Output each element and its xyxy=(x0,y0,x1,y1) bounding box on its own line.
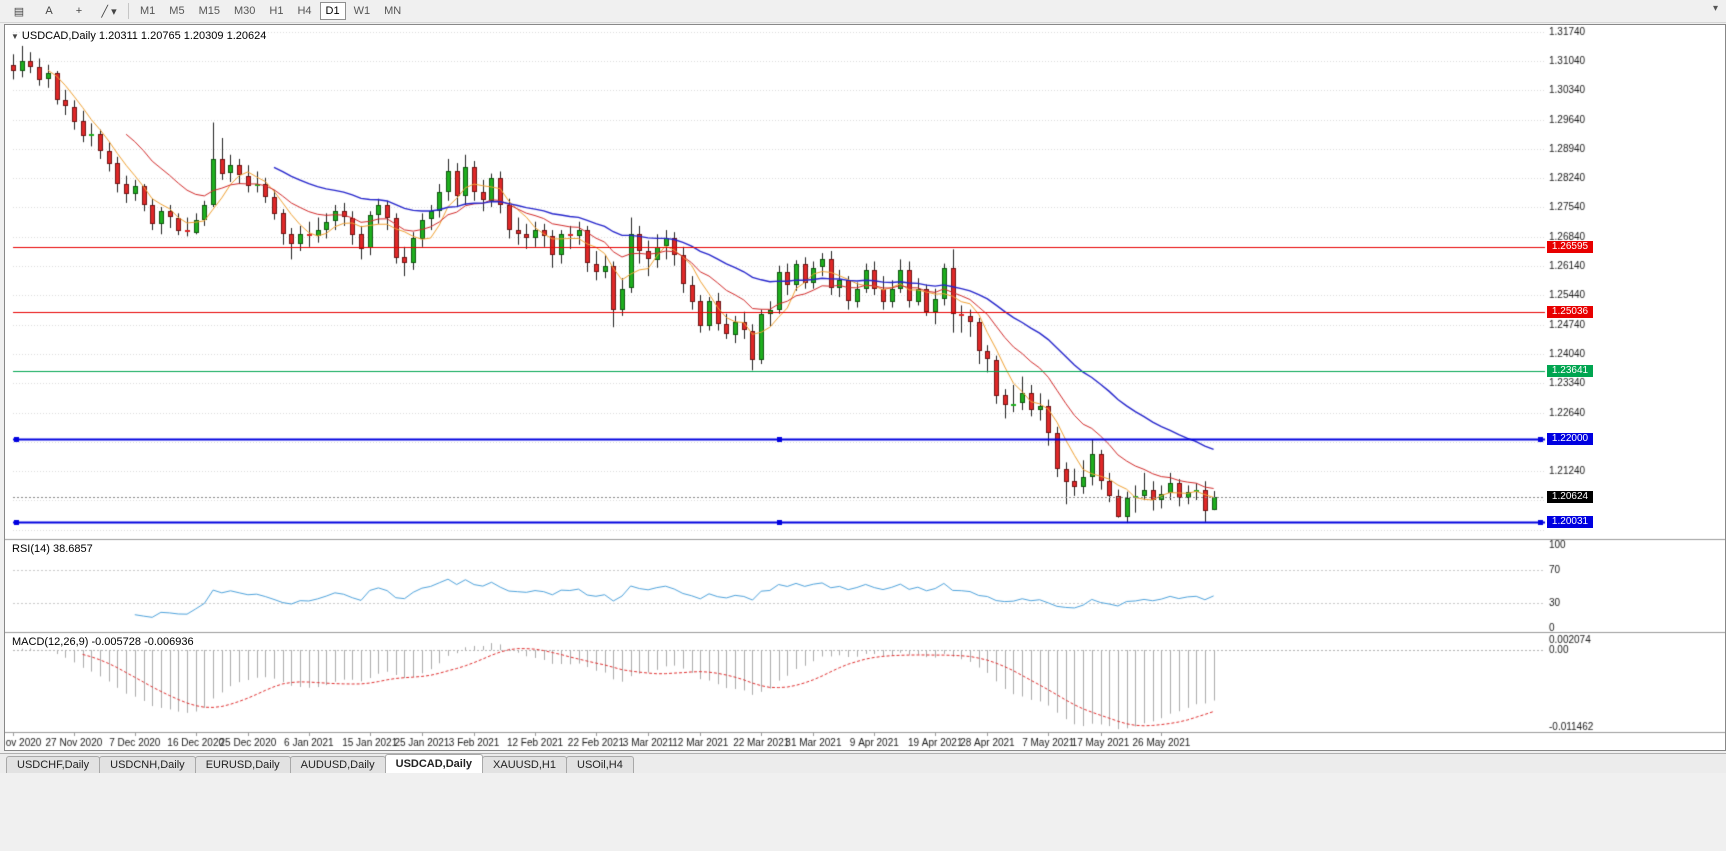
top-toolbar: ▤ A + ╱ ▾ M1 M5 M15 M30 H1 H4 D1 W1 MN ▾ xyxy=(0,0,1726,23)
toolbar-separator xyxy=(128,3,129,19)
chart-title: ▼ USDCAD,Daily 1.20311 1.20765 1.20309 1.… xyxy=(11,30,266,42)
timeframe-button-m15[interactable]: M15 xyxy=(198,5,220,17)
line-studies-button[interactable]: ╱ ▾ xyxy=(101,5,117,18)
crosshair-tool-button[interactable]: + xyxy=(75,5,83,17)
chart-menu-icon[interactable]: ▼ xyxy=(11,32,19,41)
chart-tab-usdcnh[interactable]: USDCNH,Daily xyxy=(99,756,196,773)
chart-title-text: USDCAD,Daily 1.20311 1.20765 1.20309 1.2… xyxy=(21,30,267,42)
timeframe-button-m1[interactable]: M1 xyxy=(140,5,156,17)
price-level-badge: 1.25036 xyxy=(1547,306,1593,318)
chart-tab-bar: USDCHF,Daily USDCNH,Daily EURUSD,Daily AUDU… xyxy=(0,753,1726,773)
timeframe-button-m5[interactable]: M5 xyxy=(169,5,185,17)
timeframe-button-d1[interactable]: D1 xyxy=(319,2,346,20)
price-chart-canvas[interactable] xyxy=(5,25,1725,750)
current-price-badge: 1.20624 xyxy=(1547,491,1593,503)
chart-windows-button[interactable]: ▤ xyxy=(13,5,25,18)
price-level-badge: 1.22000 xyxy=(1547,433,1593,445)
price-level-badge: 1.23641 xyxy=(1547,365,1593,377)
price-level-badge: 1.26595 xyxy=(1547,241,1593,253)
timeframe-button-mn[interactable]: MN xyxy=(384,5,402,17)
toolbar-tool-group: ▤ A + ╱ ▾ xyxy=(4,1,124,21)
price-level-badge: 1.20031 xyxy=(1547,516,1593,528)
chart-tab-audusd[interactable]: AUDUSD,Daily xyxy=(289,756,386,773)
chart-tab-usdchf[interactable]: USDCHF,Daily xyxy=(6,756,101,773)
macd-indicator-label: MACD(12,26,9) -0.005728 -0.006936 xyxy=(12,636,194,648)
rsi-indicator-label: RSI(14) 38.6857 xyxy=(12,543,93,555)
timeframe-button-m30[interactable]: M30 xyxy=(233,5,256,17)
timeframe-button-h4[interactable]: H4 xyxy=(297,5,312,17)
chart-tab-usoil[interactable]: USOil,H4 xyxy=(566,756,634,773)
toolbar-overflow-icon[interactable]: ▾ xyxy=(1712,3,1718,14)
timeframe-group: M1 M5 M15 M30 H1 H4 D1 W1 MN xyxy=(133,2,408,20)
timeframe-button-w1[interactable]: W1 xyxy=(353,5,371,17)
chart-tab-xauusd[interactable]: XAUUSD,H1 xyxy=(482,756,567,773)
chart-window: ▼ USDCAD,Daily 1.20311 1.20765 1.20309 1.… xyxy=(4,24,1726,751)
cursor-tool-button[interactable]: A xyxy=(45,5,53,17)
chart-tab-usdcad[interactable]: USDCAD,Daily xyxy=(384,754,484,773)
timeframe-button-h1[interactable]: H1 xyxy=(269,5,284,17)
chart-tab-eurusd[interactable]: EURUSD,Daily xyxy=(194,756,291,773)
